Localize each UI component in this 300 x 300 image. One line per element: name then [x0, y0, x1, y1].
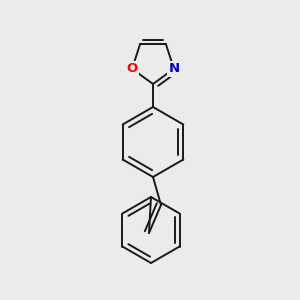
- Text: O: O: [127, 62, 138, 75]
- Text: N: N: [168, 62, 179, 75]
